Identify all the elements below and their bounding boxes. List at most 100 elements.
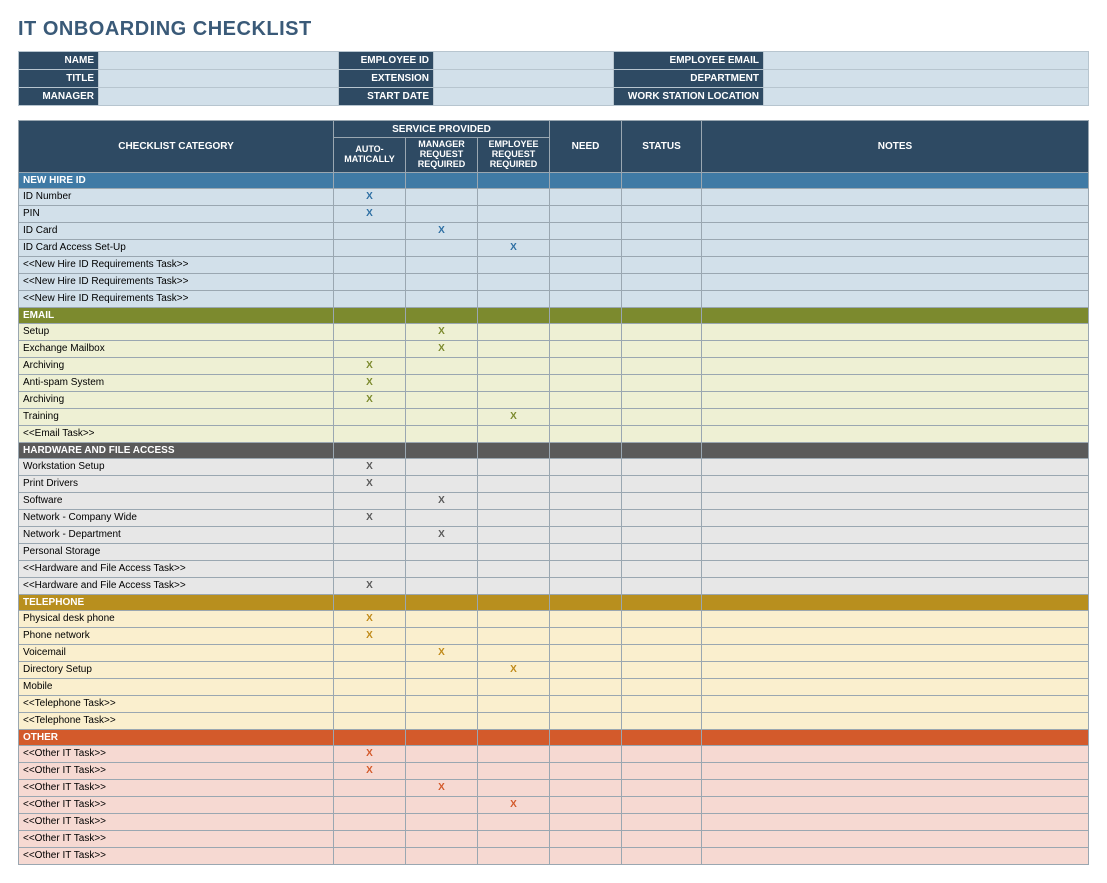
- cell-need[interactable]: [550, 188, 622, 205]
- mark-auto[interactable]: X: [334, 610, 406, 627]
- cell-need[interactable]: [550, 205, 622, 222]
- cell-status[interactable]: [622, 408, 702, 425]
- mark-emp[interactable]: [478, 290, 550, 307]
- cell-notes[interactable]: [702, 492, 1089, 509]
- mark-auto[interactable]: X: [334, 391, 406, 408]
- mark-auto[interactable]: [334, 779, 406, 796]
- mark-emp[interactable]: [478, 475, 550, 492]
- cell-status[interactable]: [622, 475, 702, 492]
- cell-need[interactable]: [550, 357, 622, 374]
- info-value[interactable]: [434, 52, 614, 70]
- mark-mgr[interactable]: [406, 290, 478, 307]
- cell-status[interactable]: [622, 577, 702, 594]
- cell-status[interactable]: [622, 222, 702, 239]
- info-value[interactable]: [764, 70, 1089, 88]
- cell-status[interactable]: [622, 678, 702, 695]
- cell-need[interactable]: [550, 273, 622, 290]
- mark-auto[interactable]: X: [334, 374, 406, 391]
- cell-notes[interactable]: [702, 222, 1089, 239]
- mark-auto[interactable]: [334, 678, 406, 695]
- cell-status[interactable]: [622, 374, 702, 391]
- cell-status[interactable]: [622, 188, 702, 205]
- cell-status[interactable]: [622, 610, 702, 627]
- mark-mgr[interactable]: X: [406, 323, 478, 340]
- info-value[interactable]: [434, 88, 614, 106]
- mark-mgr[interactable]: [406, 712, 478, 729]
- mark-mgr[interactable]: [406, 205, 478, 222]
- mark-mgr[interactable]: [406, 256, 478, 273]
- cell-need[interactable]: [550, 239, 622, 256]
- mark-auto[interactable]: X: [334, 188, 406, 205]
- mark-auto[interactable]: [334, 239, 406, 256]
- cell-need[interactable]: [550, 509, 622, 526]
- mark-emp[interactable]: [478, 256, 550, 273]
- cell-need[interactable]: [550, 712, 622, 729]
- cell-notes[interactable]: [702, 644, 1089, 661]
- mark-emp[interactable]: [478, 712, 550, 729]
- cell-need[interactable]: [550, 526, 622, 543]
- mark-auto[interactable]: [334, 543, 406, 560]
- cell-status[interactable]: [622, 543, 702, 560]
- cell-notes[interactable]: [702, 627, 1089, 644]
- cell-status[interactable]: [622, 509, 702, 526]
- cell-status[interactable]: [622, 526, 702, 543]
- cell-notes[interactable]: [702, 695, 1089, 712]
- cell-status[interactable]: [622, 205, 702, 222]
- mark-mgr[interactable]: [406, 695, 478, 712]
- cell-need[interactable]: [550, 813, 622, 830]
- cell-need[interactable]: [550, 492, 622, 509]
- mark-mgr[interactable]: [406, 391, 478, 408]
- mark-mgr[interactable]: [406, 661, 478, 678]
- mark-auto[interactable]: [334, 340, 406, 357]
- mark-mgr[interactable]: [406, 475, 478, 492]
- cell-status[interactable]: [622, 745, 702, 762]
- mark-auto[interactable]: [334, 830, 406, 847]
- cell-notes[interactable]: [702, 239, 1089, 256]
- mark-emp[interactable]: [478, 391, 550, 408]
- mark-mgr[interactable]: [406, 796, 478, 813]
- mark-mgr[interactable]: X: [406, 222, 478, 239]
- cell-status[interactable]: [622, 340, 702, 357]
- cell-notes[interactable]: [702, 340, 1089, 357]
- cell-notes[interactable]: [702, 391, 1089, 408]
- mark-emp[interactable]: [478, 222, 550, 239]
- mark-auto[interactable]: [334, 492, 406, 509]
- mark-emp[interactable]: [478, 374, 550, 391]
- mark-mgr[interactable]: X: [406, 526, 478, 543]
- cell-need[interactable]: [550, 323, 622, 340]
- cell-status[interactable]: [622, 357, 702, 374]
- cell-status[interactable]: [622, 256, 702, 273]
- mark-mgr[interactable]: [406, 678, 478, 695]
- cell-need[interactable]: [550, 475, 622, 492]
- cell-notes[interactable]: [702, 543, 1089, 560]
- mark-emp[interactable]: [478, 425, 550, 442]
- mark-emp[interactable]: [478, 560, 550, 577]
- info-value[interactable]: [99, 88, 339, 106]
- cell-notes[interactable]: [702, 290, 1089, 307]
- mark-emp[interactable]: [478, 543, 550, 560]
- mark-mgr[interactable]: [406, 745, 478, 762]
- mark-emp[interactable]: [478, 188, 550, 205]
- mark-emp[interactable]: [478, 627, 550, 644]
- mark-emp[interactable]: [478, 695, 550, 712]
- cell-status[interactable]: [622, 796, 702, 813]
- cell-notes[interactable]: [702, 830, 1089, 847]
- mark-auto[interactable]: X: [334, 357, 406, 374]
- mark-auto[interactable]: X: [334, 762, 406, 779]
- cell-need[interactable]: [550, 256, 622, 273]
- mark-mgr[interactable]: [406, 543, 478, 560]
- info-value[interactable]: [99, 70, 339, 88]
- mark-auto[interactable]: X: [334, 475, 406, 492]
- cell-status[interactable]: [622, 391, 702, 408]
- mark-mgr[interactable]: X: [406, 644, 478, 661]
- info-value[interactable]: [764, 52, 1089, 70]
- cell-need[interactable]: [550, 391, 622, 408]
- cell-notes[interactable]: [702, 256, 1089, 273]
- cell-status[interactable]: [622, 762, 702, 779]
- mark-emp[interactable]: [478, 610, 550, 627]
- cell-status[interactable]: [622, 644, 702, 661]
- mark-emp[interactable]: X: [478, 796, 550, 813]
- cell-need[interactable]: [550, 577, 622, 594]
- mark-emp[interactable]: [478, 340, 550, 357]
- mark-mgr[interactable]: X: [406, 779, 478, 796]
